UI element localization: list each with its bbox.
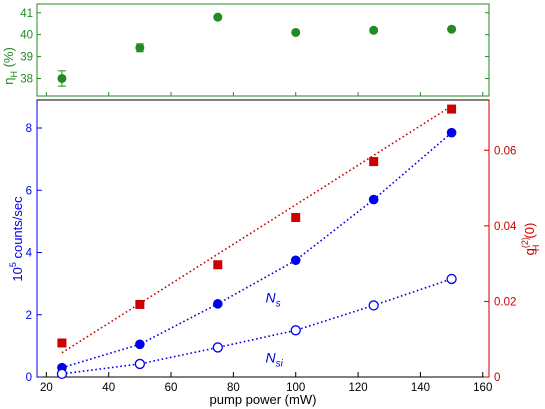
top-x-ticks — [45, 92, 484, 96]
g2-point — [291, 213, 301, 223]
right-y-tick-label: 0.06 — [494, 145, 516, 157]
top-data-point — [213, 12, 223, 22]
nsi-point — [56, 368, 68, 380]
x-tick-label: 80 — [227, 382, 240, 394]
top-panel-efficiency: 38 39 40 41 ηH (%) — [1, 3, 490, 97]
top-y-tick-label: 40 — [20, 30, 33, 42]
g2-point — [213, 260, 223, 270]
left-y-tick-label: 8 — [26, 123, 32, 135]
g2-point — [369, 157, 379, 167]
nsi-point — [290, 325, 301, 336]
x-tick-label: 20 — [40, 382, 53, 394]
x-tick-label: 60 — [165, 382, 178, 394]
left-y-axis-label: 105 counts/sec — [8, 196, 25, 282]
top-y-tick-label: 38 — [20, 73, 33, 85]
left-y-tick-label: 2 — [26, 310, 32, 322]
x-tick-label: 140 — [411, 382, 430, 394]
right-y-axis-label: g(2)H(0) — [520, 223, 541, 256]
series-lines — [61, 105, 453, 375]
left-y-ticks: 0 2 4 6 8 — [26, 123, 42, 384]
ns-point — [446, 127, 457, 138]
top-y-tick-label: 41 — [20, 8, 33, 20]
ns-point — [290, 255, 301, 266]
left-y-tick-label: 0 — [26, 372, 32, 384]
ns-point — [368, 194, 379, 205]
right-y-tick-label: 0 — [494, 372, 500, 384]
x-tick-label: 120 — [348, 382, 367, 394]
nsi-annotation: Nsi — [266, 350, 284, 370]
left-y-tick-label: 4 — [26, 248, 33, 260]
top-data-point — [291, 27, 301, 37]
x-tick-label: 40 — [102, 382, 115, 394]
top-data-point — [57, 73, 67, 83]
top-data-points — [57, 12, 457, 87]
right-y-tick-label: 0.02 — [494, 296, 516, 308]
nsi-point — [446, 273, 457, 285]
top-data-point — [447, 24, 457, 34]
left-y-tick-label: 6 — [26, 185, 32, 197]
eta-symbol: η — [1, 78, 16, 85]
x-axis-label: pump power (mW) — [210, 392, 317, 407]
g2-point — [135, 299, 145, 309]
x-tick-label: 100 — [286, 382, 305, 394]
ns-point — [213, 299, 223, 309]
bottom-panel-counts: 0 2 4 6 8 0 0.02 0.04 0.06 20 40 60 80 100 120 140 160… — [8, 99, 541, 407]
ns-point — [135, 339, 145, 350]
top-y-axis-label: ηH (%) — [1, 47, 19, 85]
x-tick-label: 160 — [473, 382, 492, 394]
top-y-tick-label: 39 — [20, 52, 33, 64]
bottom-plot-frame — [36, 99, 490, 378]
ns-annotation: Ns — [266, 290, 281, 310]
top-data-point — [369, 25, 379, 35]
top-plot-frame — [36, 3, 490, 97]
right-y-ticks: 0 0.02 0.04 0.06 — [484, 145, 517, 384]
top-y-ticks: 38 39 40 41 — [20, 8, 489, 85]
top-data-point — [135, 43, 145, 53]
eta-unit: (%) — [1, 47, 16, 71]
nsi-point — [134, 358, 146, 370]
g2-point — [447, 104, 457, 114]
series-line-g2 — [61, 105, 453, 354]
nsi-point — [212, 342, 223, 353]
series-points — [56, 104, 457, 380]
series-line-ns — [61, 132, 453, 369]
nsi-point — [368, 300, 379, 311]
right-y-tick-label: 0.04 — [494, 221, 517, 233]
g2-point — [57, 338, 67, 348]
series-line-nsi — [61, 278, 452, 375]
x-ticks: 20 40 60 80 100 120 140 160 — [40, 372, 492, 394]
eta-subscript: H — [9, 71, 19, 78]
